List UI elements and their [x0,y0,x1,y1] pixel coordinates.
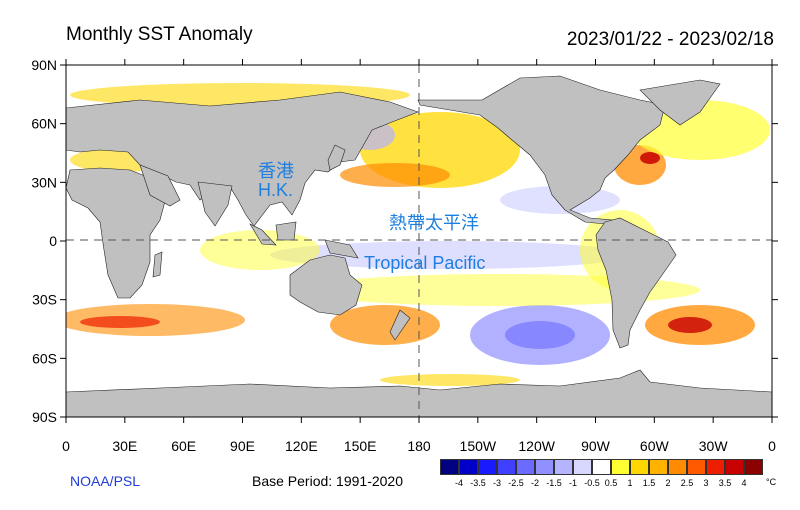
colorbar-label: -0.5 [584,478,600,488]
colorbar-swatch [668,459,687,475]
colorbar-label: 2 [665,478,671,488]
colorbar-swatch [554,459,573,475]
lat-tick-label: 90S [32,409,57,425]
colorbar-swatch [440,459,459,475]
colorbar-label: 1 [627,478,633,488]
colorbar-label: 1.5 [642,478,656,488]
lon-tick-label: 150W [460,438,497,454]
colorbar-label: -4 [454,478,464,488]
lat-tick-label: 30S [32,292,57,308]
lat-tick-label: 60S [32,350,57,366]
colorbar-label: -2 [530,478,540,488]
colorbar-label: -3 [492,478,502,488]
lon-tick-label: 120W [518,438,555,454]
lat-ticks: 90N 60N 30N 0 30S 60S 90S [31,57,778,425]
colorbar-label: 3.5 [718,478,732,488]
credit: NOAA/PSL [70,473,141,489]
lon-tick-label: 0 [768,438,776,454]
colorbar-swatch [516,459,535,475]
lon-tick-label: 0 [62,438,70,454]
colorbar-label: -1.5 [546,478,562,488]
colorbar-label: -1 [568,478,578,488]
colorbar-swatch [573,459,592,475]
arabia [139,164,181,207]
lon-ticks: 0 30E 60E 90E 120E 150E 180 150W 120W 90W 60W 30W 0 [62,59,776,454]
new-guinea [324,239,359,259]
lat-tick-label: 0 [49,233,57,249]
colorbar-label: 4 [741,478,747,488]
south-america [595,217,677,349]
madagascar [152,251,163,278]
colorbar-unit: °C [766,477,777,487]
lon-tick-label: 60W [640,438,670,454]
colorbar-label: -3.5 [470,478,486,488]
colorbar-swatch [706,459,725,475]
lat-tick-label: 30N [31,174,57,190]
lon-tick-label: 90E [230,438,255,454]
lon-tick-label: 120E [285,438,318,454]
lon-tick-label: 60E [171,438,196,454]
date-range: 2023/01/22 - 2023/02/18 [566,29,774,50]
hk-label-chinese: 香港 [258,161,294,181]
japan [327,144,346,171]
colorbar-swatch [497,459,516,475]
colorbar-label: 2.5 [680,478,694,488]
colorbar-label: -2.5 [508,478,524,488]
colorbar-swatch [744,459,763,475]
base-period: Base Period: 1991-2020 [252,473,403,489]
lon-tick-label: 180 [407,438,431,454]
lon-tick-label: 90W [581,438,611,454]
australia [289,254,363,316]
colorbar-label: 3 [703,478,709,488]
colorbar-swatch [592,459,611,475]
lon-tick-label: 30W [699,438,729,454]
colorbar-swatch [611,459,630,475]
lat-tick-label: 90N [31,57,57,73]
colorbar-swatch [535,459,554,475]
borneo [275,221,297,241]
lon-tick-label: 30E [112,438,137,454]
colorbar-swatch [459,459,478,475]
map-title: Monthly SST Anomaly [66,24,253,45]
tropical-pacific-label-chinese: 熱帶太平洋 [389,213,479,233]
lat-tick-label: 60N [31,116,57,132]
colorbar-swatch [630,459,649,475]
lon-tick-label: 150E [344,438,377,454]
hk-label: 香港 H.K. [258,162,294,200]
colorbar-swatch [725,459,744,475]
colorbar-swatch [649,459,668,475]
new-zealand [389,309,411,341]
colorbar-label: 0.5 [604,478,618,488]
colorbar-swatch [687,459,706,475]
tropical-pacific-label-english: Tropical Pacific [364,253,486,273]
colorbar-swatch [478,459,497,475]
hk-label-english: H.K. [258,180,294,200]
greenland [639,79,721,126]
india [197,181,233,227]
